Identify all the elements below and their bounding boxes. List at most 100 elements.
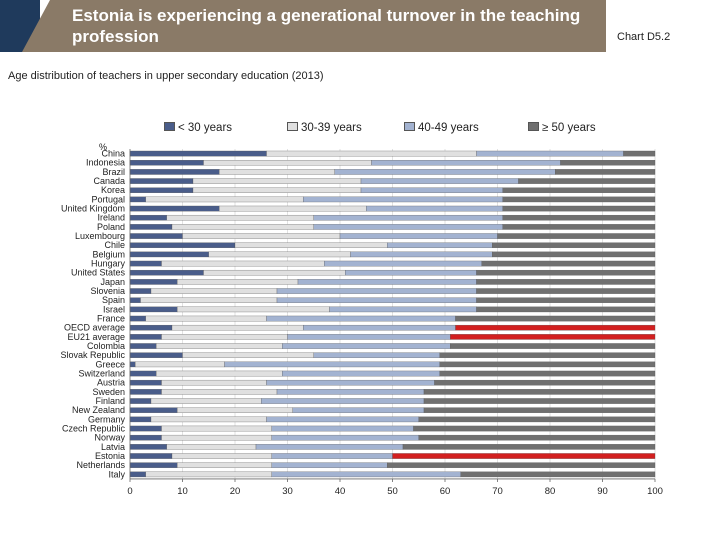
bar-segment xyxy=(129,379,162,386)
bar-segment xyxy=(150,288,278,294)
bar-segment xyxy=(129,398,152,404)
bar-segment xyxy=(450,334,656,340)
bar-segment xyxy=(266,379,435,386)
category-label: Chile xyxy=(104,240,125,250)
legend-item-30-39: 30-39 years xyxy=(287,122,362,136)
bar-segment xyxy=(476,288,656,294)
bar-segment xyxy=(423,407,656,413)
bar-segment xyxy=(145,196,304,203)
bar-segment xyxy=(129,251,209,258)
bar-segment xyxy=(129,425,162,432)
bar-segment xyxy=(150,416,267,423)
bar-segment xyxy=(129,169,220,175)
category-label: Indonesia xyxy=(86,158,125,168)
legend-swatch-30-39 xyxy=(287,122,298,132)
bar-segment xyxy=(129,205,220,212)
bar-segment xyxy=(502,214,656,221)
bar-segment xyxy=(129,462,178,468)
category-label: Greece xyxy=(95,359,125,369)
category-label: United States xyxy=(71,268,126,278)
bar-segment xyxy=(182,233,341,239)
bar-segment xyxy=(518,178,656,184)
bar-segment xyxy=(324,260,482,267)
bar-segment xyxy=(129,407,178,413)
bar-segment xyxy=(129,334,162,340)
category-label: Poland xyxy=(97,222,125,232)
category-label: Austria xyxy=(97,378,125,388)
bar-segment xyxy=(129,242,236,248)
bar-segment xyxy=(171,453,272,459)
category-label: Israel xyxy=(103,304,125,314)
bar-segment xyxy=(329,306,477,313)
bar-segment xyxy=(129,297,141,303)
bar-segment xyxy=(129,214,167,221)
x-tick-label: 80 xyxy=(545,486,556,497)
bar-segment xyxy=(182,352,314,358)
bar-segment xyxy=(303,324,456,331)
category-label: Luxembourg xyxy=(75,231,125,241)
bar-segment xyxy=(129,434,162,441)
category-label: Netherlands xyxy=(76,460,125,470)
bar-segment xyxy=(129,444,167,450)
bar-segment xyxy=(339,233,498,239)
x-tick-label: 60 xyxy=(440,486,451,497)
bar-segment xyxy=(402,444,656,450)
bar-segment xyxy=(360,178,519,184)
category-label: Estonia xyxy=(95,451,125,461)
bar-segment xyxy=(371,159,561,166)
category-label: Latvia xyxy=(101,442,125,452)
bar-segment xyxy=(177,279,299,285)
legend-label-40-49: 40-49 years xyxy=(418,122,479,134)
bar-segment xyxy=(276,389,425,395)
x-tick-label: 70 xyxy=(492,486,503,497)
bar-segment xyxy=(455,324,656,331)
category-label: France xyxy=(97,314,125,324)
x-tick-label: 50 xyxy=(387,486,398,497)
bar-segment xyxy=(476,279,656,285)
category-label: Slovenia xyxy=(90,286,125,296)
category-label: Brazil xyxy=(102,167,125,177)
bar-segment xyxy=(161,334,288,340)
bar-segment xyxy=(392,453,656,459)
bar-segment xyxy=(171,224,314,230)
bar-segment xyxy=(502,196,656,203)
title-banner: Estonia is experiencing a generational t… xyxy=(0,0,720,52)
x-tick-label: 90 xyxy=(597,486,608,497)
bar-segment xyxy=(271,453,393,459)
bar-segment xyxy=(423,389,656,395)
category-label: Hungary xyxy=(91,259,126,269)
bar-segment xyxy=(476,150,624,157)
bar-segment xyxy=(129,471,146,478)
category-label: Germany xyxy=(88,414,126,424)
category-label: Portugal xyxy=(91,194,125,204)
bar-segment xyxy=(334,169,556,175)
bar-segment xyxy=(171,324,304,331)
bar-segment xyxy=(387,242,493,248)
bar-segment xyxy=(297,279,477,285)
bar-segment xyxy=(266,416,419,423)
bar-segment xyxy=(219,169,335,175)
bar-segment xyxy=(129,150,267,157)
bar-segment xyxy=(413,425,656,432)
bar-segment xyxy=(560,159,656,166)
bar-segment xyxy=(502,187,656,193)
bar-segment xyxy=(313,352,440,358)
bar-segment xyxy=(313,214,503,221)
bar-segment xyxy=(497,233,656,239)
chart-reference: Chart D5.2 xyxy=(617,31,671,43)
bar-segment xyxy=(439,352,656,358)
bar-segment xyxy=(129,352,183,358)
bar-segment xyxy=(219,205,367,212)
bar-segment xyxy=(129,453,173,459)
bar-segment xyxy=(266,315,456,322)
category-label: Czech Republic xyxy=(62,424,126,434)
x-tick-label: 30 xyxy=(282,486,293,497)
bar-segment xyxy=(271,434,419,441)
legend-swatch-under30 xyxy=(164,122,175,132)
legend-label-30-39: 30-39 years xyxy=(301,122,362,134)
bar-segment xyxy=(476,297,656,303)
bar-segment xyxy=(129,196,146,203)
category-label: Italy xyxy=(108,469,125,479)
category-label: Slovak Republic xyxy=(60,350,125,360)
bar-segment xyxy=(423,398,656,404)
